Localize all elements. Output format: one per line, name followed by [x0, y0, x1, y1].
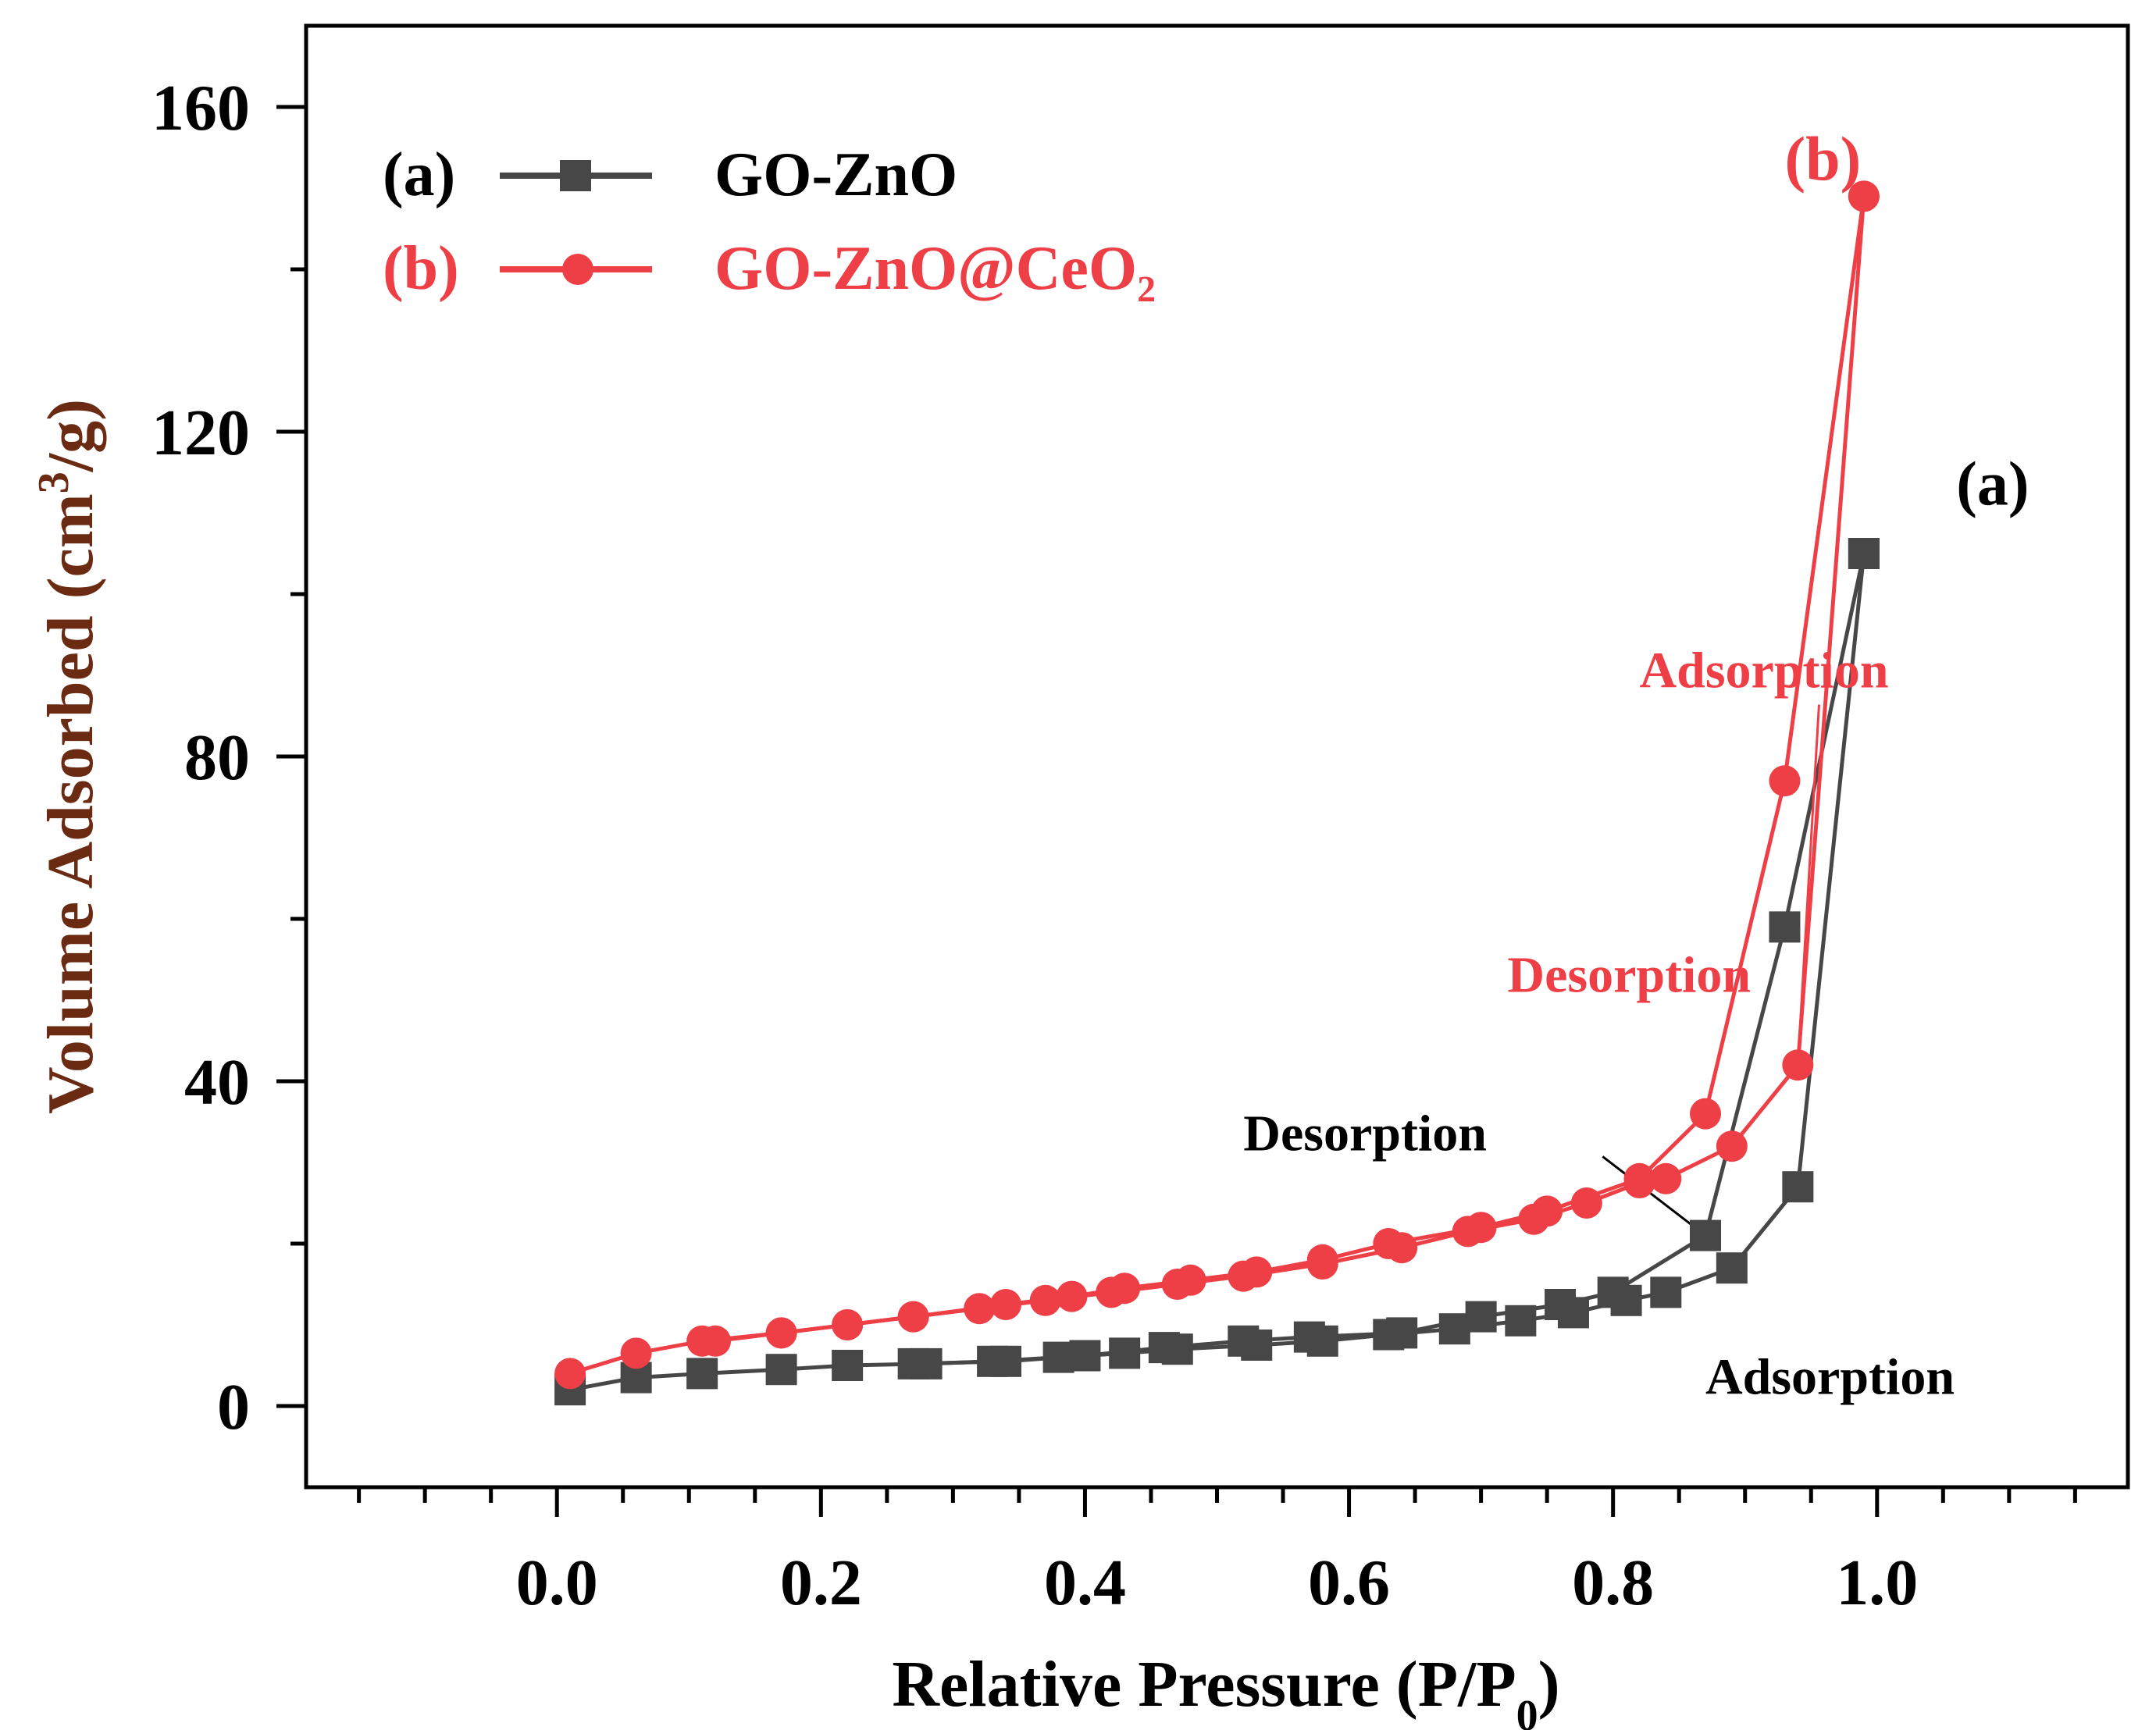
axes: 0.0 0.2 0.4 0.6 0.8 1.0 0 40 80 120 160 — [151, 23, 2130, 1619]
series-lines — [569, 196, 1866, 1392]
series-1-desorption-point — [765, 1317, 797, 1349]
series-1-desorption-point — [1690, 1098, 1722, 1130]
series-1-desorption-point — [1531, 1195, 1563, 1227]
y-tick-label: 40 — [184, 1046, 250, 1119]
series-1-adsorption-point — [1650, 1162, 1682, 1194]
series-1-desorption-point — [1174, 1264, 1206, 1296]
annotation-label: (a) — [1956, 450, 2029, 519]
legend-tag: (b) — [383, 234, 459, 303]
x-tick-label: 0.4 — [1044, 1547, 1126, 1619]
series-1-adsorption-line — [569, 196, 1866, 1376]
series-0-adsorption-point — [1438, 1313, 1470, 1345]
legend-label: GO-ZnO — [715, 141, 957, 209]
series-1-desorption-point — [1241, 1256, 1273, 1288]
series-1-desorption-point — [1465, 1212, 1497, 1244]
series-1-desorption-point — [1848, 180, 1880, 212]
series-1-adsorption-point — [620, 1337, 652, 1369]
series-0-desorption-point — [1069, 1340, 1101, 1372]
annotation-label: (b) — [1784, 126, 1861, 194]
series-0-desorption-point — [1769, 911, 1801, 943]
annotation-arrows — [1602, 704, 1820, 1237]
legend-marker — [562, 254, 593, 285]
x-tick-label: 0.0 — [516, 1547, 598, 1619]
series-0-adsorption-point — [1109, 1337, 1141, 1369]
annotation-label: Desorption — [1243, 1105, 1487, 1162]
series-0-adsorption-point — [765, 1354, 797, 1386]
series-1-desorption-point — [1623, 1162, 1655, 1194]
series-0-desorption-point — [1293, 1321, 1325, 1353]
series-1-desorption-point — [1109, 1273, 1141, 1305]
x-tick-label: 0.8 — [1572, 1547, 1654, 1619]
x-tick-label: 0.6 — [1308, 1547, 1390, 1619]
chart-text: Relative Pressure (P/P0) Volume Adsorbed … — [30, 126, 2029, 1730]
series-0-adsorption-point — [1782, 1171, 1814, 1203]
series-1-adsorption-point — [554, 1358, 586, 1390]
plot-frame — [304, 23, 2130, 1490]
series-1-desorption-point — [1306, 1244, 1338, 1276]
series-0-adsorption-point — [1650, 1276, 1682, 1308]
series-1-adsorption-point — [1570, 1187, 1602, 1219]
series-0-adsorption-point — [1716, 1252, 1748, 1284]
series-1-desorption-point — [1769, 765, 1801, 797]
series-0-desorption-point — [1545, 1289, 1577, 1320]
series-1-desorption-point — [990, 1289, 1022, 1320]
series-0-desorption-point — [1597, 1276, 1629, 1308]
series-1-desorption-point — [1056, 1280, 1088, 1312]
series-0-adsorption-point — [686, 1358, 718, 1390]
annotation-arrow — [1602, 1155, 1706, 1237]
series-1-adsorption-point — [1029, 1284, 1061, 1316]
series-0-desorption-point — [1848, 538, 1880, 569]
annotation-label: Adsorption — [1705, 1348, 1955, 1405]
annotation-arrow — [1796, 704, 1820, 1066]
y-tick-label: 80 — [184, 721, 250, 794]
series-0-desorption-point — [1228, 1325, 1260, 1357]
x-axis-title: Relative Pressure (P/P0) — [892, 1648, 1559, 1730]
series-0-desorption-point — [897, 1347, 929, 1379]
series-1-desorption-point — [700, 1325, 732, 1357]
series-0-desorption-point — [1465, 1301, 1497, 1333]
series-1-adsorption-point — [1716, 1130, 1748, 1162]
series-1-adsorption-point — [964, 1293, 996, 1325]
annotation-label: Adsorption — [1639, 643, 1888, 699]
series-0-adsorption-point — [1042, 1341, 1074, 1373]
y-axis-title: Volume Adsorbed (cm3/g) — [30, 399, 107, 1114]
y-tick-label: 0 — [217, 1371, 250, 1443]
series-1-desorption-point — [1373, 1228, 1405, 1259]
series-0-adsorption-point — [1505, 1305, 1537, 1337]
legend-marker — [560, 160, 591, 191]
series-0-desorption-point — [1386, 1317, 1418, 1349]
series-1-desorption-point — [897, 1301, 929, 1333]
legend-tag: (a) — [383, 141, 455, 209]
series-1-desorption-point — [832, 1309, 864, 1340]
legend-label: GO-ZnO@CeO₂ — [715, 234, 1156, 303]
series-0-desorption-point — [1148, 1332, 1180, 1364]
series-0-adsorption-point — [832, 1350, 864, 1381]
y-tick-label: 120 — [151, 397, 250, 469]
series-0-desorption-point — [990, 1345, 1022, 1377]
y-tick-label: 160 — [151, 72, 250, 144]
series-markers — [554, 180, 1880, 1406]
series-1-desorption-line — [715, 196, 1866, 1344]
x-tick-label: 0.2 — [780, 1547, 862, 1619]
x-tick-label: 1.0 — [1836, 1547, 1918, 1619]
series-1-adsorption-point — [1782, 1049, 1814, 1081]
annotation-label: Desorption — [1507, 947, 1751, 1004]
series-0-desorption-point — [1690, 1219, 1722, 1251]
